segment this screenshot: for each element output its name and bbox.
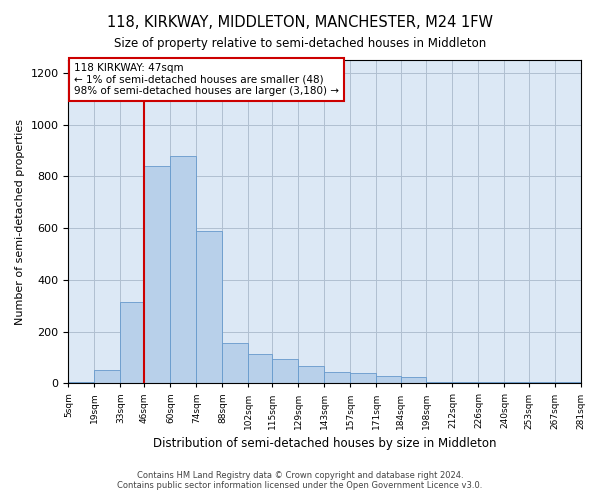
Bar: [145, 166, 170, 384]
Bar: [505, 382, 529, 384]
Bar: [170, 156, 196, 384]
Text: 118 KIRKWAY: 47sqm
← 1% of semi-detached houses are smaller (48)
98% of semi-det: 118 KIRKWAY: 47sqm ← 1% of semi-detached…: [74, 63, 339, 96]
Bar: [94, 370, 121, 384]
Bar: [478, 382, 505, 384]
Bar: [554, 382, 580, 384]
Y-axis label: Number of semi-detached properties: Number of semi-detached properties: [15, 118, 25, 324]
Bar: [298, 366, 325, 384]
Bar: [272, 358, 298, 384]
Bar: [376, 376, 401, 384]
Bar: [452, 382, 478, 384]
Text: Size of property relative to semi-detached houses in Middleton: Size of property relative to semi-detach…: [114, 38, 486, 51]
Bar: [350, 373, 376, 384]
Bar: [529, 382, 554, 384]
Text: 118, KIRKWAY, MIDDLETON, MANCHESTER, M24 1FW: 118, KIRKWAY, MIDDLETON, MANCHESTER, M24…: [107, 15, 493, 30]
Bar: [401, 377, 427, 384]
Bar: [325, 372, 350, 384]
Bar: [68, 382, 94, 384]
Text: Contains HM Land Registry data © Crown copyright and database right 2024.
Contai: Contains HM Land Registry data © Crown c…: [118, 470, 482, 490]
Bar: [196, 230, 223, 384]
Bar: [427, 382, 452, 384]
Bar: [248, 354, 272, 384]
Bar: [121, 302, 145, 384]
X-axis label: Distribution of semi-detached houses by size in Middleton: Distribution of semi-detached houses by …: [153, 437, 496, 450]
Bar: [223, 343, 248, 384]
